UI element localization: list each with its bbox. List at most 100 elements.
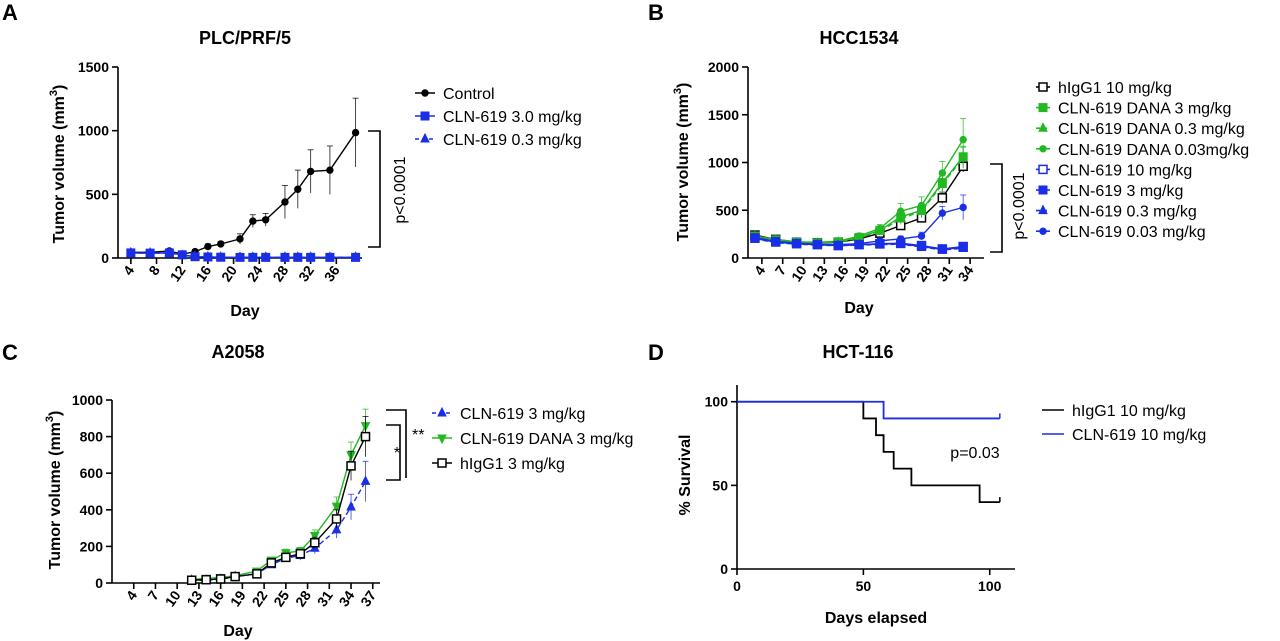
x-tick-label: 25 bbox=[270, 587, 292, 609]
series-2 bbox=[126, 246, 361, 261]
y-tick-label: 0 bbox=[720, 561, 728, 577]
data-point bbox=[937, 193, 948, 203]
panel-a-ylabel: Tumor volume (mm3) bbox=[48, 85, 68, 244]
x-tick-label: 7 bbox=[772, 262, 790, 278]
legend-entry: CLN-619 0.03 mg/kg bbox=[1036, 224, 1206, 241]
series-7 bbox=[751, 194, 967, 249]
panel-b-pvalue: p<0.0001 bbox=[1011, 172, 1028, 239]
panel-d-letter: D bbox=[648, 340, 664, 365]
x-tick-label: 25 bbox=[892, 262, 914, 284]
panel-a: A PLC/PRF/5 0 500 1000 1500 4 8 12 16 20 24 28 32 36… bbox=[2, 0, 582, 320]
series-0 bbox=[186, 460, 371, 584]
y-tick-label: 400 bbox=[80, 502, 104, 518]
series-line bbox=[191, 425, 367, 581]
panel-d-ylabel: % Survival bbox=[677, 435, 694, 516]
data-point bbox=[792, 239, 801, 247]
x-tick-label: 22 bbox=[249, 587, 271, 609]
x-tick-label: 34 bbox=[335, 587, 357, 609]
series-line bbox=[754, 157, 964, 244]
y-tick-label: 100 bbox=[705, 394, 729, 410]
survival-curve bbox=[737, 400, 1000, 420]
x-tick-label: 50 bbox=[856, 578, 872, 594]
series-line bbox=[191, 436, 367, 581]
data-point bbox=[938, 169, 947, 177]
data-point bbox=[260, 251, 271, 261]
legend-entry: CLN-619 3 mg/kg bbox=[432, 406, 585, 423]
legend-marker bbox=[1038, 122, 1048, 132]
panel-b-title: HCC1534 bbox=[819, 28, 898, 48]
data-point bbox=[248, 251, 258, 261]
legend-entry: CLN-619 DANA 3 mg/kg bbox=[1036, 101, 1231, 118]
data-point bbox=[916, 240, 927, 251]
data-point bbox=[204, 242, 212, 251]
panel-c: C A2058 0 200 400 600 800 1000 4 7 10 13 16 19 22 25 2… bbox=[2, 340, 633, 640]
legend-label: CLN-619 0.3 mg/kg bbox=[1058, 204, 1197, 221]
panel-c-xlabel: Day bbox=[223, 623, 252, 640]
x-tick-label: 34 bbox=[955, 262, 977, 284]
y-tick-label: 1500 bbox=[78, 59, 109, 75]
data-point bbox=[772, 237, 780, 245]
legend-label: CLN-619 0.03 mg/kg bbox=[1058, 224, 1206, 241]
data-point bbox=[346, 500, 356, 511]
panel-a-plot: 0 500 1000 1500 4 8 12 16 20 24 28 32 36 bbox=[78, 59, 362, 284]
data-point bbox=[230, 571, 240, 582]
y-tick-label: 500 bbox=[716, 202, 740, 218]
x-tick-label: 4 bbox=[123, 587, 141, 603]
data-point bbox=[252, 569, 262, 579]
panel-c-plot: 0 200 400 600 800 1000 4 7 10 13 16 19 22 25 28 31 34 37 bbox=[72, 392, 380, 609]
x-tick-label: 10 bbox=[162, 587, 184, 609]
panel-b: B HCC1534 0 500 1000 1500 2000 4 7101316192225… bbox=[648, 0, 1249, 317]
panel-d: D HCT-116 0 50 100 0 50 100 Days elapsed % Su… bbox=[648, 340, 1206, 627]
data-point bbox=[350, 251, 361, 261]
x-tick-label: 31 bbox=[934, 262, 956, 284]
data-point bbox=[959, 135, 967, 144]
legend-marker bbox=[1038, 204, 1048, 215]
data-point bbox=[203, 250, 213, 261]
legend-label: CLN-619 DANA 0.03mg/kg bbox=[1058, 142, 1249, 159]
y-tick-label: 0 bbox=[731, 250, 739, 266]
series-line bbox=[130, 252, 356, 259]
data-point bbox=[895, 238, 906, 248]
legend-entry: hIgG1 3 mg/kg bbox=[432, 456, 565, 473]
legend-marker bbox=[420, 132, 430, 143]
y-tick-label: 500 bbox=[86, 186, 110, 202]
legend-entry: hIgG1 10 mg/kg bbox=[1036, 80, 1172, 97]
legend-marker bbox=[437, 406, 447, 417]
panel-b-bracket-line bbox=[990, 163, 1003, 253]
x-tick-label: 0 bbox=[733, 578, 741, 594]
y-tick-label: 200 bbox=[80, 538, 104, 554]
data-point bbox=[958, 242, 968, 252]
data-point bbox=[217, 240, 225, 248]
x-tick-label: 19 bbox=[850, 262, 872, 284]
data-point bbox=[215, 251, 226, 261]
panel-c-bracket-outer bbox=[386, 409, 407, 478]
panel-c-brackets: * ** bbox=[386, 409, 424, 481]
panel-d-title: HCT-116 bbox=[822, 342, 893, 362]
panel-c-bracket-inner bbox=[386, 424, 401, 481]
panel-c-letter: C bbox=[2, 340, 18, 365]
data-point bbox=[331, 514, 342, 524]
series-line bbox=[754, 156, 964, 244]
data-point bbox=[360, 431, 371, 442]
data-point bbox=[855, 232, 863, 240]
data-point bbox=[201, 574, 211, 585]
y-tick-label: 0 bbox=[101, 250, 109, 266]
x-tick-label: 4 bbox=[751, 262, 769, 278]
panel-c-title: A2058 bbox=[211, 342, 264, 362]
data-point bbox=[306, 167, 315, 176]
data-point bbox=[310, 537, 320, 548]
panel-a-xlabel: Day bbox=[230, 303, 259, 320]
legend-label: CLN-619 3.0 mg/kg bbox=[443, 109, 582, 126]
y-tick-label: 1500 bbox=[708, 107, 739, 123]
legend-label: CLN-619 10 mg/kg bbox=[1058, 162, 1192, 179]
x-tick-label: 16 bbox=[192, 262, 214, 284]
data-point bbox=[145, 247, 155, 257]
panel-c-legend: CLN-619 3 mg/kg CLN-619 DANA 3 mg/kg hIgG1… bbox=[432, 406, 633, 473]
x-tick-label: 19 bbox=[227, 587, 249, 609]
y-tick-label: 50 bbox=[712, 477, 728, 493]
data-point bbox=[917, 232, 926, 240]
x-tick-label: 12 bbox=[167, 262, 189, 284]
panel-d-legend: hIgG1 10 mg/kg CLN-619 10 mg/kg bbox=[1042, 403, 1206, 444]
data-point bbox=[266, 558, 277, 568]
